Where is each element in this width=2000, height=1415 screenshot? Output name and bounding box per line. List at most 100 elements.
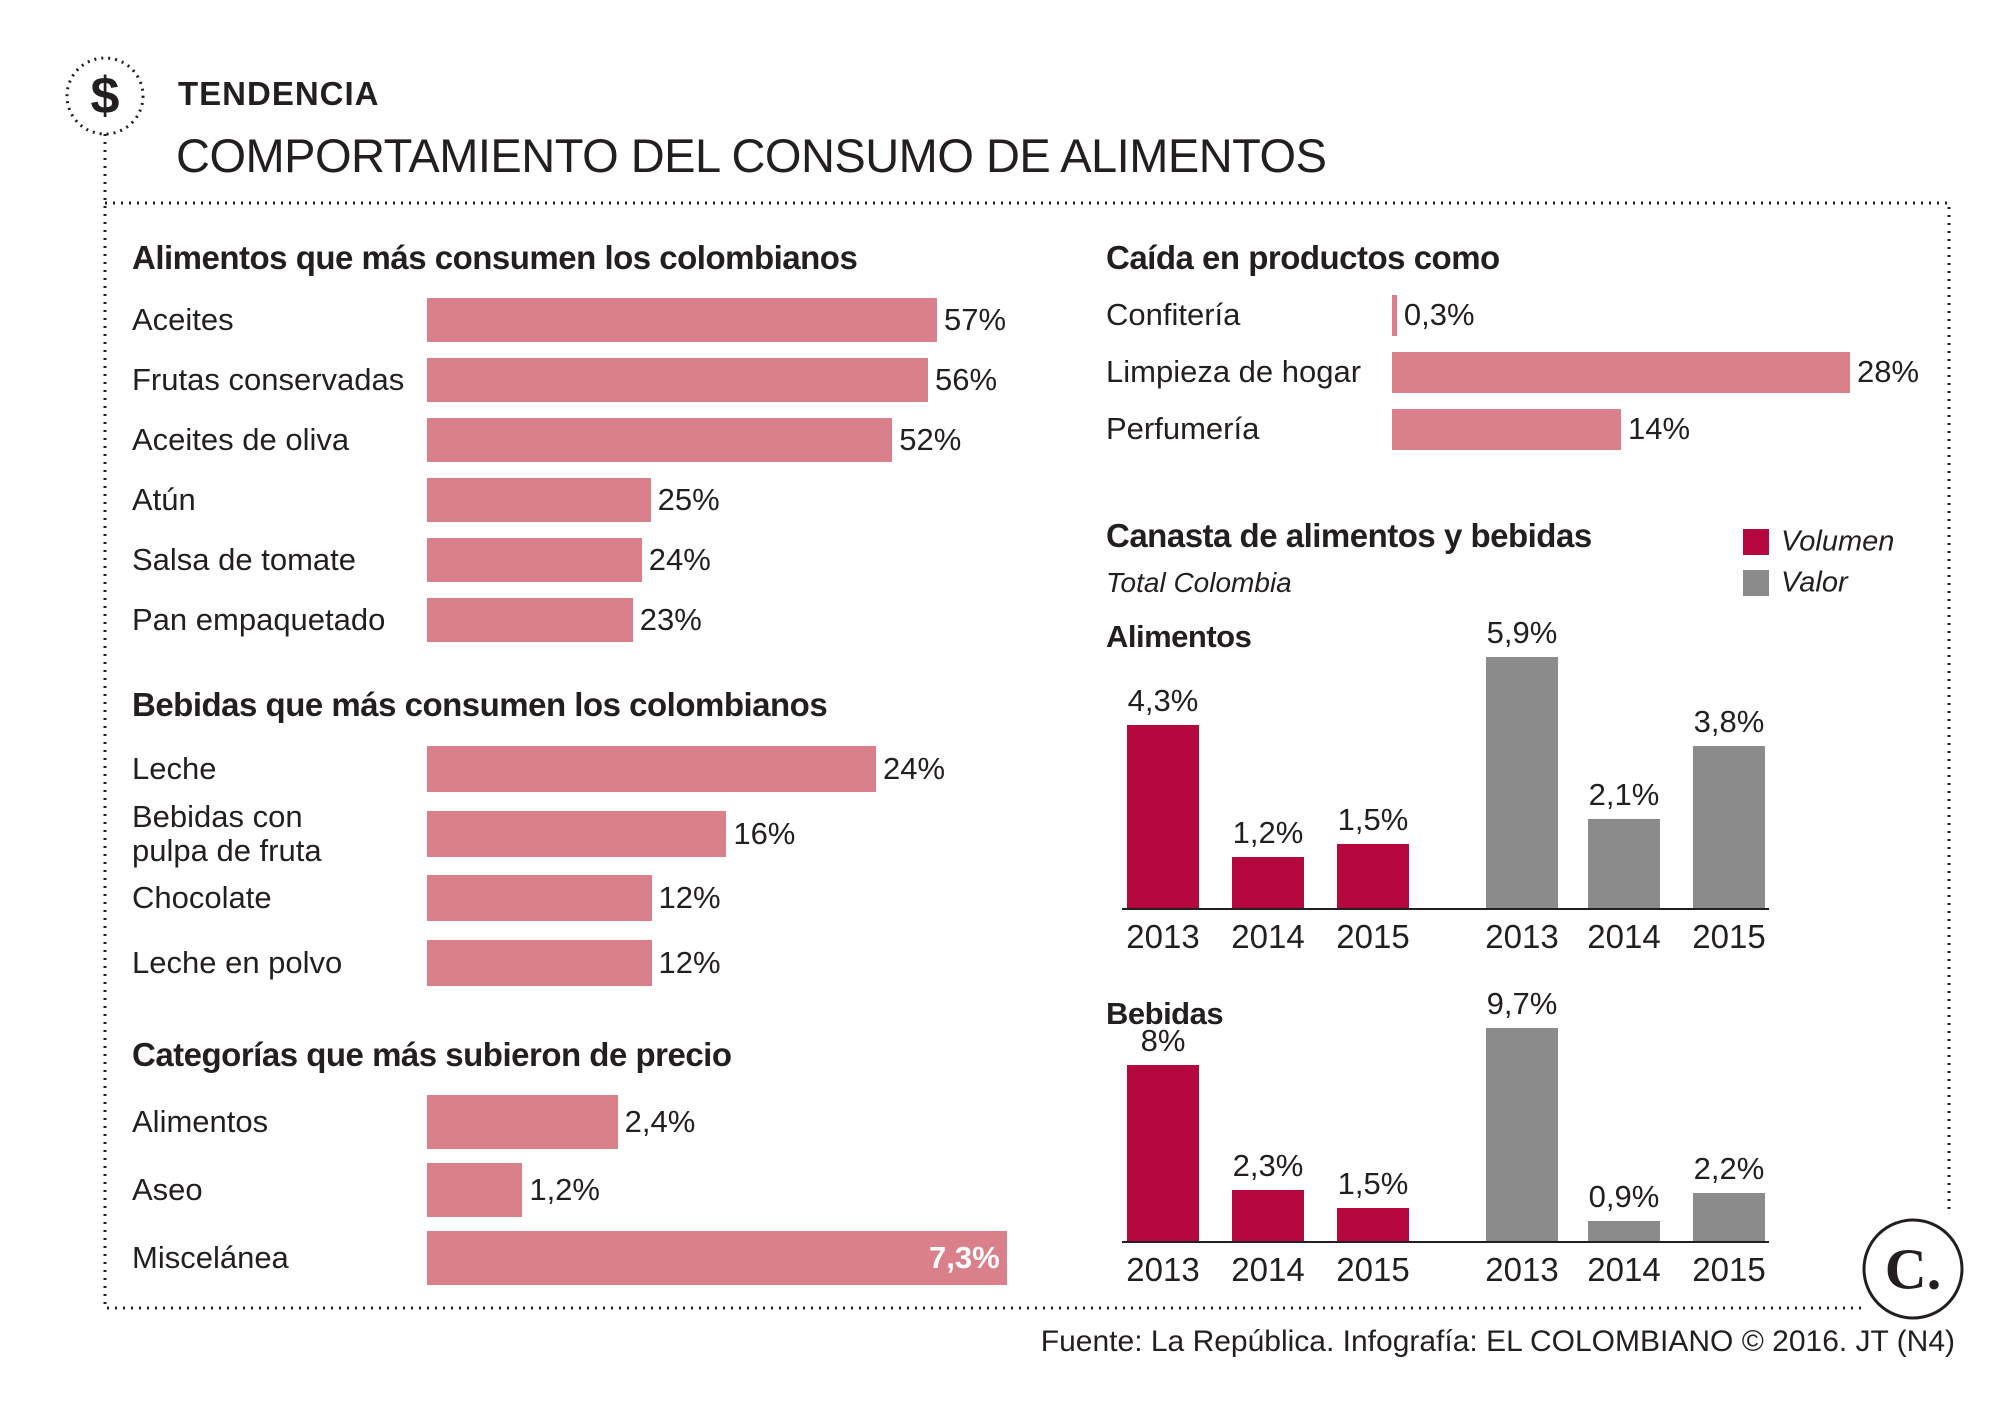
legend-label: Valor	[1781, 566, 1848, 599]
category-label: Leche	[132, 751, 217, 786]
value-label: 1,5%	[1337, 802, 1409, 838]
bar	[427, 298, 937, 342]
category-label: Limpieza de hogar	[1106, 354, 1362, 389]
bar	[1693, 746, 1765, 908]
bar	[1392, 351, 1850, 393]
icon-circle	[65, 56, 145, 136]
x-tick-label: 2015	[1692, 918, 1766, 955]
value-label: 14%	[1628, 411, 1691, 446]
x-tick-label: 2014	[1231, 1251, 1305, 1288]
x-tick-label: 2015	[1336, 918, 1410, 955]
bar	[1486, 1028, 1558, 1241]
bar	[1392, 294, 1397, 336]
chart-title: Categorías que más subieron de precio	[132, 1036, 732, 1073]
bar	[427, 478, 651, 522]
value-label: 0,3%	[1403, 297, 1475, 332]
category-label: Salsa de tomate	[132, 542, 357, 577]
legend-label: Volumen	[1781, 525, 1895, 558]
category-label: Perfumería	[1106, 411, 1260, 446]
bar	[1337, 1208, 1409, 1241]
x-tick-label: 2014	[1587, 918, 1661, 955]
value-label: 1,2%	[1232, 814, 1304, 850]
value-label: 5,9%	[1486, 615, 1558, 650]
bar	[427, 358, 929, 402]
category-label: Aseo	[132, 1172, 203, 1207]
bar	[1486, 657, 1558, 908]
category-label: Frutas conservadas	[132, 362, 405, 397]
value-label: 28%	[1857, 354, 1920, 389]
bar	[427, 598, 633, 642]
source: Fuente: La República. Infografía: EL COL…	[1040, 1325, 1955, 1358]
x-tick-label: 2013	[1126, 918, 1200, 955]
x-tick-label: 2013	[1126, 1251, 1200, 1288]
logo-circle	[1862, 1218, 1964, 1320]
bar	[1232, 1190, 1304, 1241]
value-label: 56%	[935, 362, 998, 397]
bar	[1127, 725, 1199, 908]
category-label: Pan empaquetado	[132, 602, 386, 637]
bar	[427, 1163, 523, 1217]
value-label: 23%	[639, 602, 702, 637]
category-label: Aceites de oliva	[132, 422, 350, 457]
bar	[427, 1095, 618, 1149]
x-tick-label: 2014	[1231, 918, 1305, 955]
value-label: 24%	[883, 751, 946, 786]
category-label: Chocolate	[132, 880, 272, 915]
category-label: Atún	[132, 482, 196, 517]
bar	[427, 810, 727, 857]
x-tick-label: 2015	[1692, 1251, 1766, 1288]
chart-subtitle: Total Colombia	[1106, 567, 1292, 598]
bar	[1337, 844, 1409, 908]
bar	[427, 939, 652, 986]
chart-title: Canasta de alimentos y bebidas	[1106, 517, 1592, 554]
value-label: 25%	[657, 482, 720, 517]
x-tick-label: 2015	[1336, 1251, 1410, 1288]
value-label: 7,3%	[929, 1240, 1000, 1275]
category-label: Leche en polvo	[132, 944, 343, 980]
x-tick-label: 2013	[1485, 1251, 1559, 1288]
axis-line	[1122, 908, 1769, 910]
bar	[427, 418, 893, 462]
kicker: TENDENCIA	[178, 75, 380, 112]
value-label: 57%	[944, 302, 1007, 337]
bar	[427, 538, 642, 582]
chart-title: Alimentos que más consumen los colombian…	[132, 239, 858, 276]
value-label: 4,3%	[1127, 683, 1199, 719]
value-label: 2,4%	[624, 1104, 696, 1139]
value-label: 1,5%	[1337, 1166, 1409, 1202]
chart-title: Caída en productos como	[1106, 239, 1500, 276]
x-tick-label: 2014	[1587, 1251, 1661, 1288]
axis-line	[1122, 1241, 1769, 1243]
x-tick-label: 2013	[1485, 918, 1559, 955]
panel-title: Alimentos	[1106, 619, 1252, 654]
value-label: 12%	[658, 880, 721, 915]
bar	[427, 746, 876, 792]
value-label: 9,7%	[1486, 986, 1558, 1021]
legend-swatch	[1743, 570, 1769, 596]
value-label: 2,1%	[1588, 776, 1660, 812]
title: COMPORTAMIENTO DEL CONSUMO DE ALIMENTOS	[176, 129, 1327, 182]
bar	[1693, 1192, 1765, 1241]
bar	[1127, 1065, 1199, 1241]
value-label: 0,9%	[1588, 1179, 1660, 1215]
value-label: 24%	[648, 542, 711, 577]
bar	[427, 875, 652, 921]
value-label: 16%	[733, 815, 796, 851]
value-label: 52%	[899, 422, 962, 457]
bar	[427, 1231, 1007, 1285]
value-label: 2,3%	[1232, 1148, 1304, 1184]
category-label: Alimentos	[132, 1104, 269, 1139]
panel-title: Bebidas	[1106, 996, 1224, 1031]
category-label: Confitería	[1106, 297, 1241, 332]
logo: C.	[1884, 1236, 1942, 1302]
category-label: Aceites	[132, 302, 234, 337]
bar	[1588, 818, 1660, 908]
category-label: Miscelánea	[132, 1240, 289, 1275]
value-label: 1,2%	[529, 1172, 600, 1207]
icon: $	[90, 67, 120, 125]
bar	[1232, 856, 1304, 908]
category-label: Bebidas con pulpa de fruta	[132, 798, 322, 868]
bar	[1392, 408, 1621, 450]
value-label: 8%	[1140, 1023, 1186, 1059]
